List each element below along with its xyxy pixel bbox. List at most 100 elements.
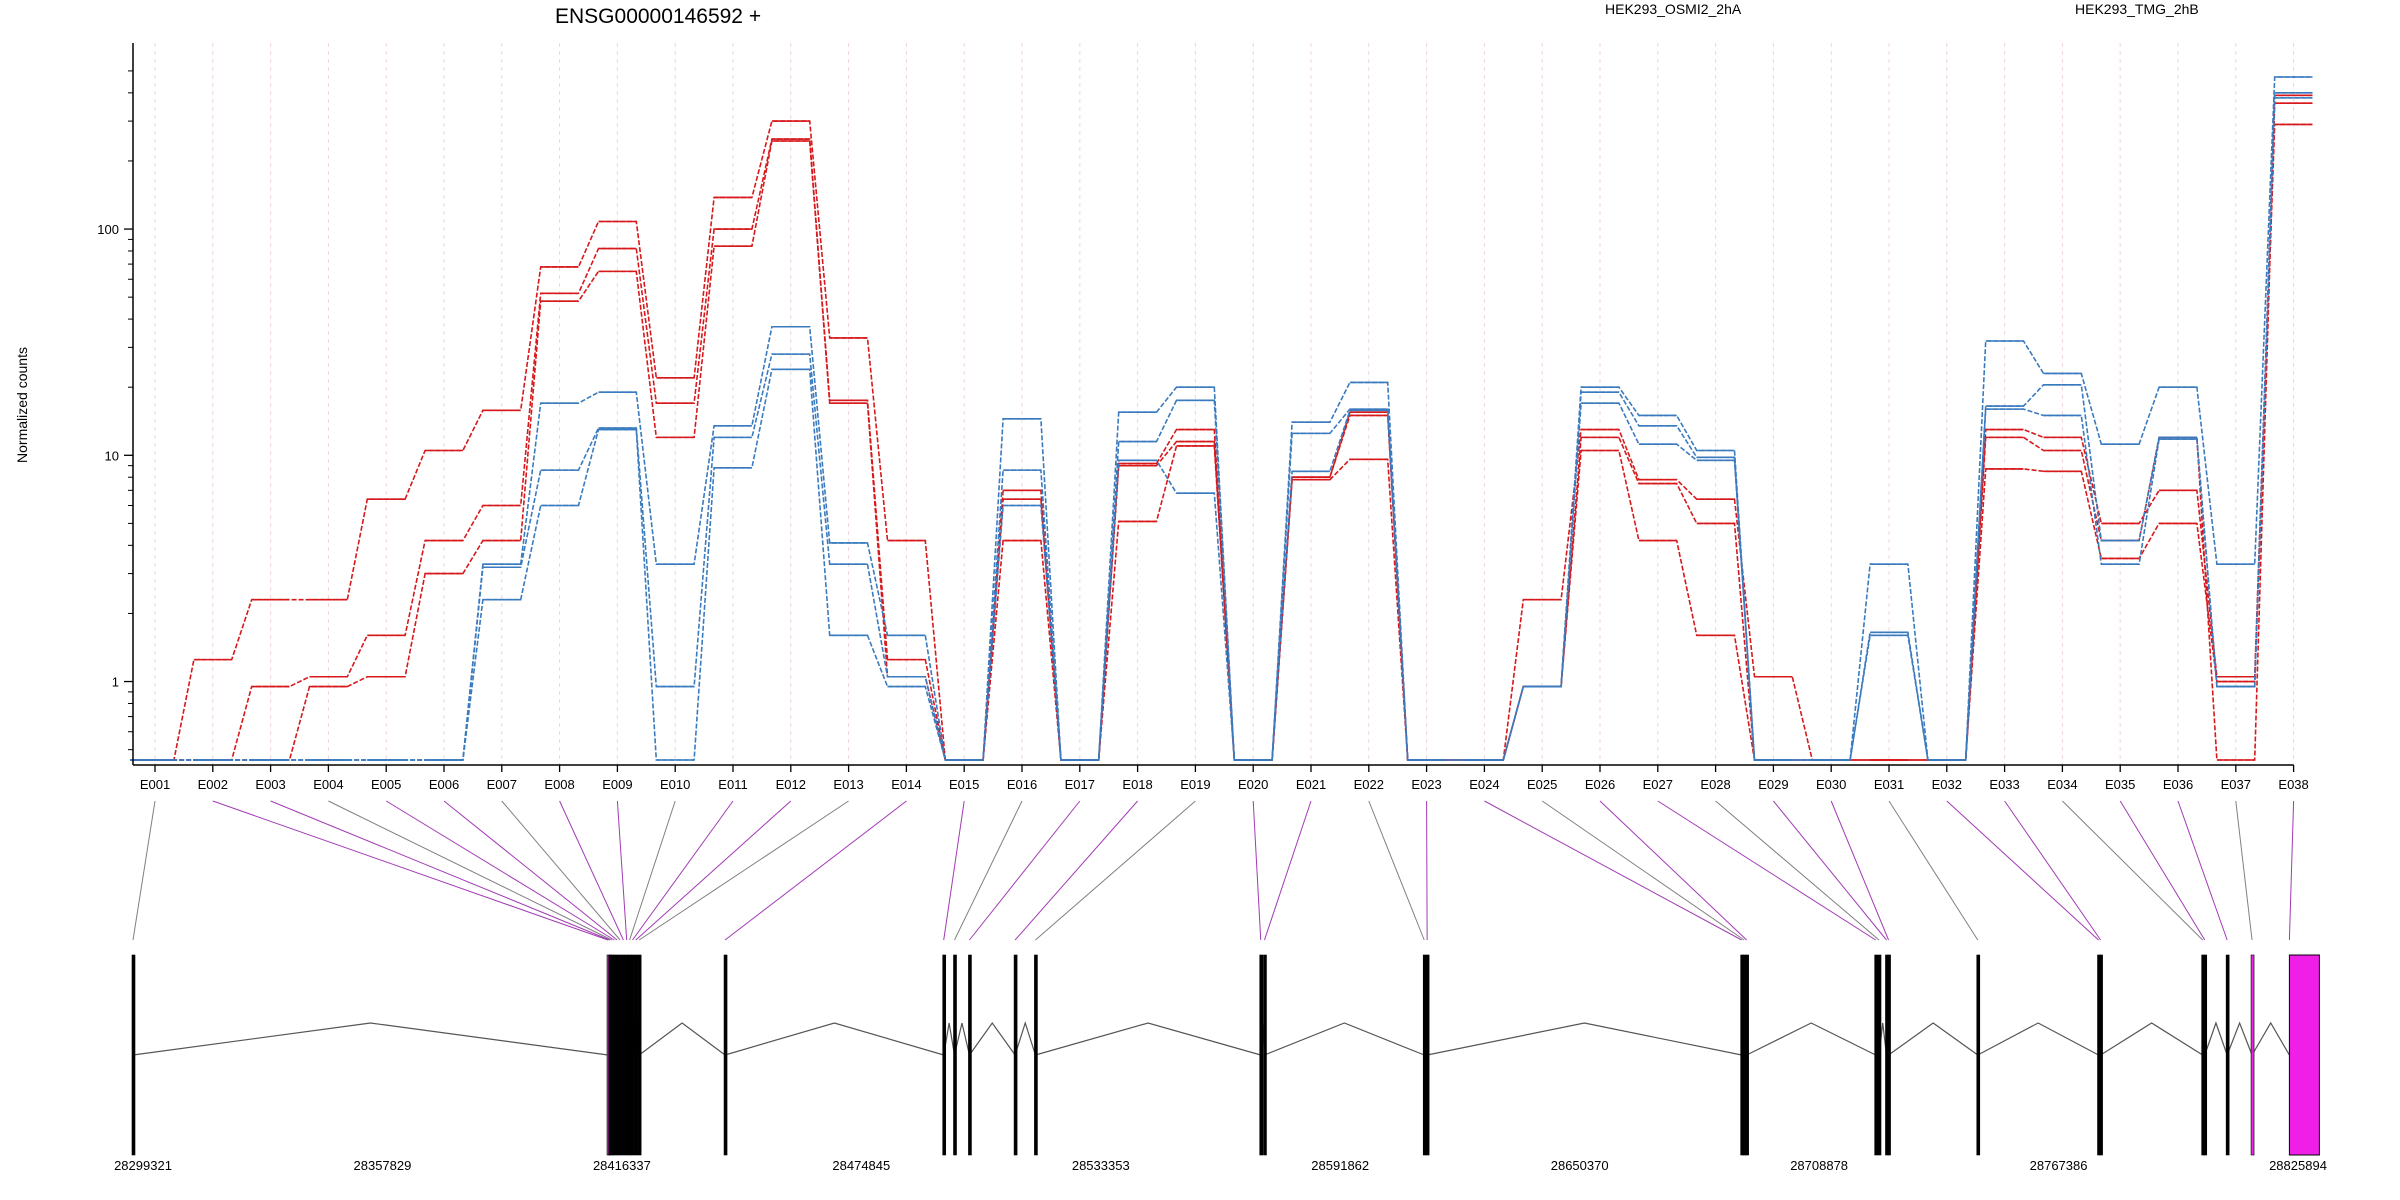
exon-link	[2177, 800, 2228, 941]
exon-label-e023: E023	[1411, 777, 1441, 792]
legend-osmi2: HEK293_OSMI2_2hA	[1605, 1, 1742, 17]
exon-label-e012: E012	[776, 777, 806, 792]
intron-line	[1977, 1022, 2099, 1056]
exon-block	[631, 954, 635, 1156]
exon-link	[724, 800, 907, 941]
exon-label-e034: E034	[2047, 777, 2077, 792]
intron-line	[1888, 1022, 1979, 1056]
exon-label-e010: E010	[660, 777, 690, 792]
exon-label-e024: E024	[1469, 777, 1499, 792]
genomic-coordinate-label: 28591862	[1311, 1158, 1369, 1173]
genomic-coordinate-label: 28474845	[832, 1158, 890, 1173]
exon-link	[1263, 800, 1312, 941]
intron-line	[2204, 1021, 2228, 1056]
exon-label-e019: E019	[1180, 777, 1210, 792]
genomic-coordinate-label: 28767386	[2030, 1158, 2088, 1173]
exon-label-e027: E027	[1643, 777, 1673, 792]
intron-line	[132, 1022, 609, 1056]
genomic-coordinate-label: 28299321	[114, 1158, 172, 1173]
exon-label-e028: E028	[1700, 777, 1730, 792]
exon-label-e031: E031	[1874, 777, 1904, 792]
exon-label-e025: E025	[1527, 777, 1557, 792]
exon-block	[618, 954, 623, 1156]
intron-line	[1014, 1021, 1036, 1056]
exon-block	[1887, 954, 1891, 1156]
intron-line	[2100, 1022, 2203, 1056]
exon-link	[1888, 800, 1979, 941]
exon-link	[616, 800, 628, 941]
exon-label-e018: E018	[1122, 777, 1152, 792]
exon-label-e002: E002	[198, 777, 228, 792]
axes-layer: 1 10 100 E001 E002 E003 E004 E005 E006 E007 E008 E0…	[97, 43, 2309, 792]
exon-block	[2225, 954, 2230, 1156]
intron-line	[1427, 1022, 1742, 1056]
exon-link	[2062, 800, 2204, 941]
exon-link	[132, 800, 156, 941]
exon-label-e036: E036	[2163, 777, 2193, 792]
exon-link	[2288, 800, 2295, 941]
series-line-hek293-tmg-2hb	[130, 97, 2313, 761]
exon-block	[1263, 954, 1267, 1156]
genomic-coordinate-label: 28708878	[1790, 1158, 1848, 1173]
exon-link	[1368, 800, 1425, 941]
exon-link	[1035, 800, 1196, 941]
exon-link	[1715, 800, 1880, 941]
exon-block	[968, 954, 972, 1156]
intron-line	[1035, 1022, 1261, 1056]
exon-block	[1013, 954, 1018, 1156]
exon-link	[559, 800, 624, 941]
intron-line	[638, 1022, 726, 1056]
exon-label-e003: E003	[255, 777, 285, 792]
intron-line	[953, 1022, 971, 1056]
intron-line	[2251, 1021, 2290, 1056]
exon-link	[635, 800, 792, 941]
exon-label-e026: E026	[1585, 777, 1615, 792]
intron-line	[2226, 1021, 2253, 1056]
exon-block	[2099, 954, 2103, 1156]
exon-block	[2203, 954, 2208, 1156]
exon-label-e015: E015	[949, 777, 979, 792]
series-layer	[130, 76, 2313, 761]
exon-link	[385, 800, 615, 941]
exon-block	[2288, 954, 2320, 1156]
legend-tmg: HEK293_TMG_2hB	[2075, 1, 2199, 17]
chart-title: ENSG00000146592 +	[555, 5, 761, 28]
exon-label-e014: E014	[891, 777, 921, 792]
exon-label-e037: E037	[2221, 777, 2251, 792]
exon-label-e001: E001	[140, 777, 170, 792]
exon-block	[1877, 954, 1882, 1156]
exon-link	[501, 800, 621, 941]
exon-label-e017: E017	[1065, 777, 1095, 792]
exon-label-e007: E007	[487, 777, 517, 792]
exon-label-e033: E033	[1989, 777, 2019, 792]
exon-block	[625, 954, 630, 1156]
exon-link	[1946, 800, 2099, 941]
exon-block	[1874, 954, 1878, 1156]
exon-block	[1425, 954, 1430, 1156]
exon-block	[612, 954, 617, 1156]
exon-link	[212, 800, 609, 941]
intron-line	[968, 1021, 1016, 1056]
gene-model: 28299321 28357829 28416337 28474845 28533353…	[114, 954, 2327, 1173]
exon-link	[1484, 800, 1742, 941]
genomic-coordinate-label: 28357829	[354, 1158, 412, 1173]
exon-label-e020: E020	[1238, 777, 1268, 792]
exon-label-e006: E006	[429, 777, 459, 792]
exon-block	[637, 954, 642, 1156]
exon-block	[1034, 954, 1038, 1156]
exon-block	[2250, 954, 2255, 1156]
labels-layer: ENSG00000146592 + HEK293_OSMI2_2hA HEK29…	[14, 1, 2199, 463]
exon-label-e029: E029	[1758, 777, 1788, 792]
exon-label-e016: E016	[1007, 777, 1037, 792]
exon-label-e022: E022	[1354, 777, 1384, 792]
exon-link	[2004, 800, 2102, 941]
exon-link	[2119, 800, 2206, 941]
genomic-coordinate-label: 28825894	[2269, 1158, 2327, 1173]
exon-link	[632, 800, 734, 941]
exon-link	[1426, 800, 1428, 941]
exon-link	[270, 800, 610, 941]
genomic-coordinate-label: 28650370	[1551, 1158, 1609, 1173]
y-axis-label: Normalized counts	[14, 347, 30, 463]
exon-link	[1014, 800, 1138, 941]
